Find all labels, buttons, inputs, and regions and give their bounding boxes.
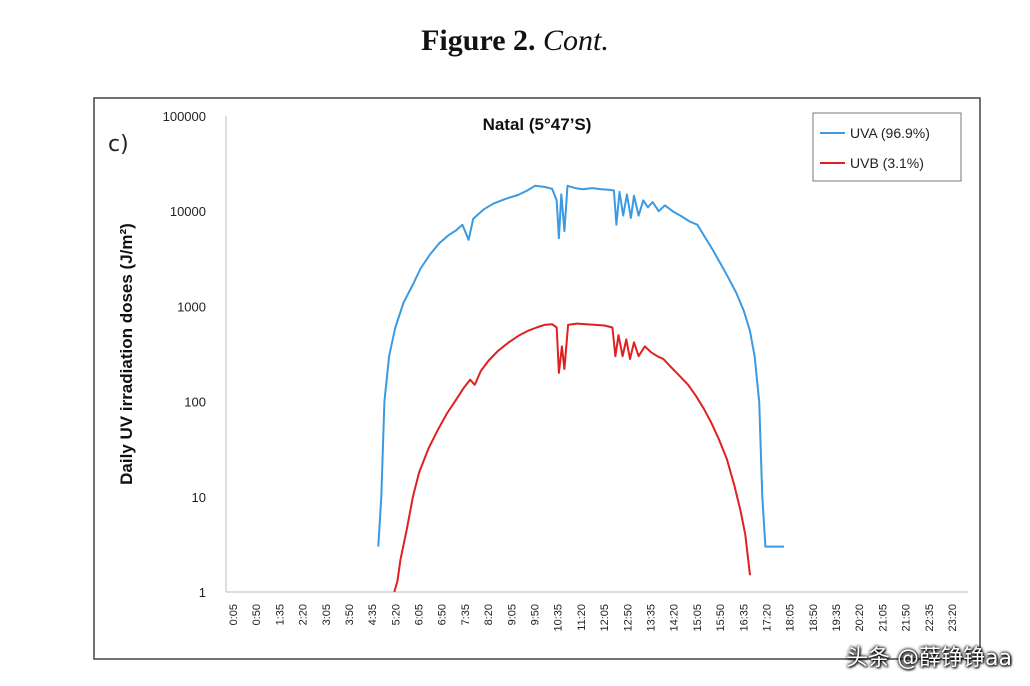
x-tick-label: 18:05: [785, 604, 797, 632]
x-tick-label: 5:20: [390, 604, 402, 625]
watermark: 头条 @薛铮铮aa: [846, 646, 1012, 671]
x-tick-label: 18:50: [808, 604, 820, 632]
x-tick-label: 12:05: [599, 604, 611, 632]
x-tick-label: 0:50: [251, 604, 263, 625]
chart-frame: [93, 97, 981, 660]
series-layer: [377, 184, 784, 593]
legend-label-uvb: UVB (3.1%): [850, 155, 924, 171]
x-tick-label: 14:20: [669, 604, 681, 632]
x-tick-label: 21:50: [901, 604, 913, 632]
x-tick-label: 11:20: [576, 604, 588, 631]
x-tick-label: 4:35: [367, 604, 379, 625]
y-tick-label: 1: [199, 585, 206, 600]
legend-label-uva: UVA (96.9%): [850, 125, 930, 141]
x-tick-label: 7:35: [460, 604, 472, 625]
x-tick-label: 8:20: [483, 604, 495, 625]
x-tick-label: 23:20: [947, 604, 959, 632]
x-tick-label: 1:35: [274, 604, 286, 625]
x-tick-label: 9:50: [530, 604, 542, 625]
x-tick-label: 0:05: [228, 604, 240, 625]
x-tick-label: 3:05: [321, 604, 333, 625]
x-tick-label: 6:05: [414, 604, 426, 625]
x-tick-label: 15:05: [692, 604, 704, 632]
x-tick-label: 15:50: [715, 604, 727, 632]
legend: UVA (96.9%) UVB (3.1%): [812, 112, 962, 182]
y-tick-label: 10000: [170, 204, 206, 219]
x-tick-label: 19:35: [831, 604, 843, 632]
y-tick-label: 10: [192, 490, 206, 505]
panel-label: c): [108, 132, 129, 157]
x-tick-label: 10:35: [553, 604, 565, 632]
y-tick-labels: 1 10 100 1000 10000 100000: [163, 109, 206, 600]
series-line-uvb: [393, 322, 751, 593]
x-tick-labels: 0:05 0:50 1:35 2:20 3:05 3:50 4:35 5:20 6:05 6:50…: [228, 604, 959, 632]
x-tick-label: 20:20: [854, 604, 866, 632]
caption-continued: Cont.: [543, 24, 609, 57]
legend-box: [812, 112, 962, 182]
y-tick-label: 1000: [177, 299, 206, 314]
x-tick-label: 13:35: [645, 604, 657, 632]
x-tick-label: 2:20: [298, 604, 310, 625]
x-tick-label: 22:35: [924, 604, 936, 632]
caption-figure-number: Figure 2.: [421, 24, 536, 57]
y-axis-label: Daily UV irradiation doses (J/m²): [117, 223, 136, 485]
x-tick-label: 9:05: [506, 604, 518, 625]
y-tick-label: 100: [184, 395, 206, 410]
x-tick-label: 3:50: [344, 604, 356, 625]
x-tick-label: 21:05: [877, 604, 889, 632]
x-tick-label: 17:20: [761, 604, 773, 632]
x-tick-label: 6:50: [437, 604, 449, 625]
figure-caption: Figure 2. Cont.: [0, 24, 1030, 58]
y-tick-label: 100000: [163, 109, 206, 124]
chart-title: Natal (5°47’S): [483, 115, 592, 134]
series-line-uva: [377, 184, 784, 548]
x-tick-label: 12:50: [622, 604, 634, 632]
x-tick-label: 16:35: [738, 604, 750, 632]
